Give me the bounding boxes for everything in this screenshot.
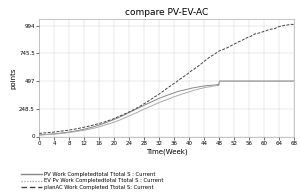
Legend: PV Work Completedtotal Ttotal S : Current, EV Pv Work Completedtotal Ttotal S : : PV Work Completedtotal Ttotal S : Curren… [21, 172, 164, 190]
Y-axis label: points: points [10, 67, 16, 89]
Title: compare PV-EV-AC: compare PV-EV-AC [125, 8, 208, 17]
X-axis label: Time(Week): Time(Week) [146, 148, 187, 155]
